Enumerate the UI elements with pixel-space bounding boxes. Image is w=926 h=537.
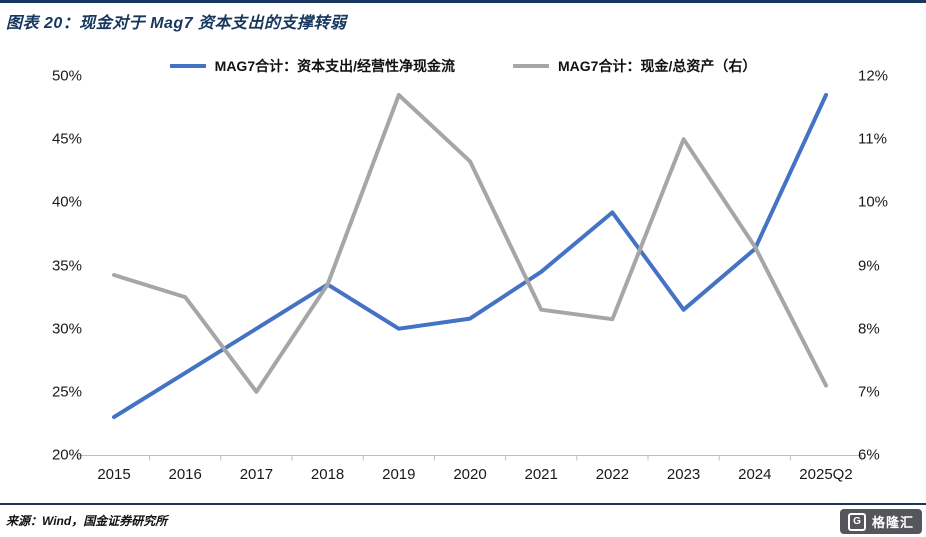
chart-legend: MAG7合计：资本支出/经营性净现金流 MAG7合计：现金/总资产（右） [0,56,926,76]
chart-title: 图表 20：现金对于 Mag7 资本支出的支撑转弱 [6,15,347,32]
y-axis-right-label: 11% [858,130,887,148]
y-axis-right-label: 9% [858,257,880,274]
legend-label-cash-ratio: MAG7合计：现金/总资产（右） [558,58,757,74]
y-axis-right-label: 12% [858,67,889,85]
y-axis-left-label: 50% [51,67,82,85]
x-axis-label: 2019 [382,466,416,483]
y-axis-right-label: 8% [858,320,880,338]
x-axis-label: 2015 [97,466,131,483]
source-note: 来源：Wind，国金证券研究所 [6,514,168,528]
legend-item-cash-ratio: MAG7合计：现金/总资产（右） [513,56,756,76]
y-axis-left-label: 25% [51,383,82,401]
top-divider [0,0,926,3]
series-line-0 [112,93,828,420]
x-axis-label: 2024 [738,466,772,483]
footer-divider [0,503,926,505]
y-axis-left-label: 35% [51,257,82,274]
y-axis-right-label: 10% [858,193,889,211]
y-axis-left-label: 30% [51,320,82,338]
legend-swatch-gray [513,64,549,68]
watermark-logo: G 格隆汇 [839,509,922,534]
y-axis-left-label: 20% [51,446,82,464]
x-axis-label: 2018 [310,466,345,483]
legend-item-capex-ratio: MAG7合计：资本支出/经营性净现金流 [169,56,455,76]
series-line-1 [112,93,828,394]
x-axis-label: 2023 [666,466,701,483]
x-axis-label: 2021 [524,466,558,483]
x-axis [77,455,863,461]
y-axis-left-label: 45% [51,130,82,148]
x-axis-label: 2022 [595,466,630,483]
legend-swatch-blue [169,64,206,68]
y-axis-right-label: 6% [858,446,880,464]
y-axis-left-label: 40% [51,193,82,211]
x-axis-label: 2016 [168,466,202,483]
watermark-label: 格隆汇 [871,515,914,530]
x-axis-label: 2017 [239,466,274,483]
y-axis-right-label: 7% [858,383,880,401]
legend-label-capex-ratio: MAG7合计：资本支出/经营性净现金流 [214,58,455,74]
x-axis-label: 2025Q2 [799,466,853,483]
x-axis-label: 2020 [453,466,487,483]
gelonghui-icon: G [847,512,866,531]
